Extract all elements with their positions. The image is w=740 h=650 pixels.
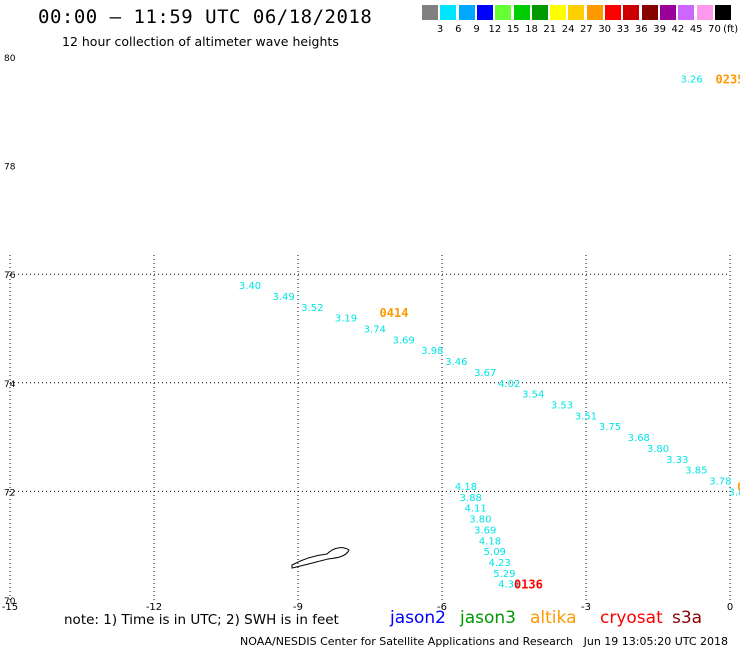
credit-line: NOAA/NESDIS Center for Satellite Applica… bbox=[240, 635, 729, 648]
satellite-label-s3a: s3a bbox=[672, 608, 703, 628]
wave-height-label: 3.40 bbox=[239, 281, 261, 292]
wave-height-label: 3.49 bbox=[272, 292, 294, 303]
x-tick-label: -15 bbox=[2, 602, 18, 612]
y-tick-label: 76 bbox=[4, 271, 16, 281]
y-tick-label: 70 bbox=[4, 597, 16, 607]
satellite-label-jason2: jason2 bbox=[390, 608, 446, 628]
wave-height-label: 3.68 bbox=[628, 433, 650, 444]
wave-height-label: 4.02 bbox=[498, 379, 520, 390]
wave-height-label: 3.69 bbox=[392, 335, 414, 346]
satellite-label-jason3: jason3 bbox=[460, 608, 516, 628]
legend-swatch bbox=[714, 5, 731, 20]
legend-label: 15 bbox=[506, 24, 520, 35]
legend-label: 36 bbox=[634, 24, 648, 35]
legend-label: 3 bbox=[436, 24, 444, 35]
wave-height-label: 4.18 bbox=[455, 482, 477, 493]
legend-swatch bbox=[568, 5, 585, 20]
wave-height-label: 3.33 bbox=[666, 455, 688, 466]
satellite-label-altika: altika bbox=[530, 608, 577, 628]
legend-swatch bbox=[495, 5, 512, 20]
legend-swatch bbox=[659, 5, 676, 20]
legend-unit: (ft) bbox=[723, 24, 739, 35]
wave-height-label: 4.31 bbox=[498, 580, 520, 591]
wave-height-label: 3.75 bbox=[599, 422, 621, 433]
legend-label: 39 bbox=[653, 24, 666, 35]
pass-time-label: 0136 bbox=[514, 578, 543, 592]
legend-swatch bbox=[531, 5, 548, 20]
legend-label: 9 bbox=[473, 24, 480, 35]
wave-height-label: 4.11 bbox=[464, 504, 486, 515]
wave-height-label: 3.69 bbox=[474, 525, 496, 536]
wave-height-label: 4.23 bbox=[488, 558, 510, 569]
wave-height-label: 3.26 bbox=[680, 75, 702, 86]
legend-swatch bbox=[458, 5, 475, 20]
legend-swatch bbox=[422, 5, 438, 20]
wave-height-label: 3.84 bbox=[728, 487, 740, 498]
legend-label: 12 bbox=[488, 24, 502, 35]
wave-height-label: 4.18 bbox=[479, 536, 501, 547]
legend-swatch bbox=[678, 5, 695, 20]
wave-height-label: 3.51 bbox=[575, 411, 597, 422]
pass-time-label: 04 bbox=[737, 480, 740, 494]
legend-label: 33 bbox=[616, 24, 630, 35]
wave-height-label: 3.85 bbox=[685, 466, 707, 477]
island-outline bbox=[291, 547, 350, 569]
chart-subtitle: 12 hour collection of altimeter wave hei… bbox=[62, 34, 339, 49]
legend-label: 27 bbox=[580, 24, 593, 35]
footer-note: note: 1) Time is in UTC; 2) SWH is in fe… bbox=[64, 612, 339, 628]
wave-height-label: 3.67 bbox=[474, 368, 496, 379]
wave-height-label: 3.52 bbox=[301, 303, 323, 314]
legend-label: 70 bbox=[708, 24, 721, 35]
wave-height-label: 3.19 bbox=[335, 314, 357, 325]
wave-height-label: 3.78 bbox=[709, 477, 731, 488]
x-tick-label: -3 bbox=[581, 602, 591, 612]
chart-title: 00:00 – 11:59 UTC 06/18/2018 bbox=[38, 6, 373, 28]
x-tick-label: 0 bbox=[727, 602, 733, 612]
legend-label: 45 bbox=[689, 24, 703, 35]
legend-label: 24 bbox=[561, 24, 575, 35]
x-tick-label: -12 bbox=[146, 602, 162, 612]
legend-swatch bbox=[550, 5, 567, 20]
x-tick-label: -9 bbox=[293, 602, 303, 612]
legend-swatch bbox=[476, 5, 493, 20]
legend-swatch bbox=[605, 5, 621, 20]
pass-time-label: 0414 bbox=[380, 306, 409, 320]
wave-height-label: 3.53 bbox=[551, 401, 573, 412]
wave-height-label: 3.80 bbox=[469, 515, 491, 526]
legend-swatch bbox=[586, 5, 603, 20]
legend-swatch bbox=[641, 5, 658, 20]
satellite-label-cryosat: cryosat bbox=[600, 608, 663, 628]
wave-height-label: 3.46 bbox=[445, 357, 467, 368]
y-tick-label: 78 bbox=[4, 163, 16, 173]
legend-label: 42 bbox=[671, 24, 685, 35]
wave-height-label: 3.74 bbox=[364, 325, 386, 336]
y-tick-label: 80 bbox=[4, 54, 16, 64]
legend-label: 6 bbox=[455, 24, 462, 35]
legend-label: 18 bbox=[525, 24, 538, 35]
wave-height-label: 5.29 bbox=[493, 569, 515, 580]
legend-swatch bbox=[513, 5, 530, 20]
y-tick-label: 72 bbox=[4, 488, 15, 498]
legend-label: 21 bbox=[543, 24, 557, 35]
legend-swatch bbox=[440, 5, 457, 20]
legend-label: 30 bbox=[598, 24, 612, 35]
wave-height-label: 5.09 bbox=[484, 547, 506, 558]
wave-height-label: 3.88 bbox=[460, 493, 482, 504]
y-tick-label: 74 bbox=[4, 380, 16, 390]
x-tick-label: -6 bbox=[437, 602, 447, 612]
legend-swatch bbox=[696, 5, 713, 20]
wave-height-label: 3.80 bbox=[647, 444, 669, 455]
pass-time-label: 0235 bbox=[716, 73, 740, 87]
altimeter-plot: 70 72 74 76 78 80 -15 -12 -9 -6 -3 0 3.40 3.49 3.52 3.1… bbox=[2, 54, 740, 612]
wave-height-label: 3.98 bbox=[421, 346, 443, 357]
wave-height-label: 3.54 bbox=[522, 390, 544, 401]
legend-swatch bbox=[623, 5, 640, 20]
